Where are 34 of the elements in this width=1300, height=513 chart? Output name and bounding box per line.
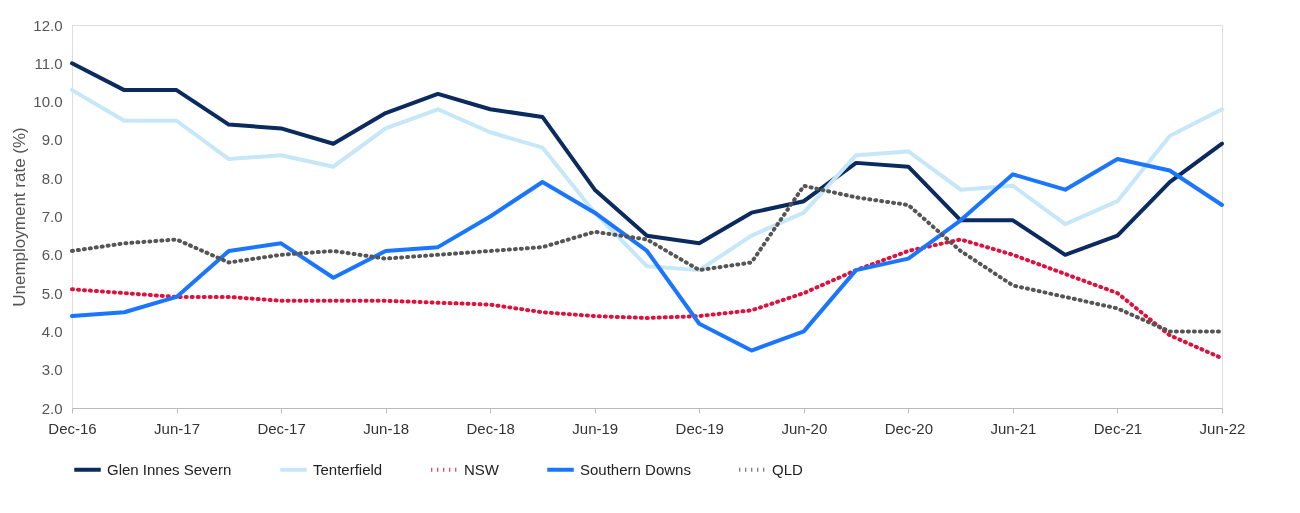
y-tick-label: 6.0 bbox=[41, 246, 63, 264]
line-series bbox=[70, 157, 1224, 353]
x-tick-label: Dec-16 bbox=[48, 419, 97, 437]
x-tick-label: Jun-22 bbox=[1199, 419, 1246, 437]
legend-label: Southern Downs bbox=[580, 460, 691, 478]
x-tick-label: Jun-21 bbox=[990, 419, 1037, 437]
x-tick-label: Dec-21 bbox=[1093, 419, 1143, 437]
y-tick-label: 5.0 bbox=[41, 284, 63, 302]
x-tick-label: Jun-20 bbox=[781, 419, 828, 437]
y-tick-label: 9.0 bbox=[41, 131, 63, 149]
line-series bbox=[70, 237, 1224, 361]
legend-label: Tenterfield bbox=[313, 460, 383, 478]
x-tick-label: Dec-18 bbox=[466, 419, 515, 437]
x-tick-label: Jun-19 bbox=[572, 419, 619, 437]
y-tick-label: 8.0 bbox=[41, 169, 63, 187]
y-tick-label: 2.0 bbox=[41, 399, 63, 417]
y-tick-label: 10.0 bbox=[33, 93, 63, 111]
x-tick-label: Dec-17 bbox=[257, 419, 306, 437]
legend-label: QLD bbox=[772, 460, 804, 478]
x-tick-label: Jun-17 bbox=[154, 419, 200, 437]
x-tick-label: Jun-18 bbox=[363, 419, 410, 437]
y-axis-title: Unemployment rate (%) bbox=[10, 127, 30, 307]
legend-label: Glen Innes Severn bbox=[107, 460, 232, 478]
line-series bbox=[70, 61, 1224, 257]
y-tick-label: 4.0 bbox=[41, 322, 63, 340]
y-tick-label: 11.0 bbox=[34, 54, 63, 72]
y-tick-label: 12.0 bbox=[33, 16, 63, 34]
x-tick-label: Dec-20 bbox=[884, 419, 934, 437]
line-series bbox=[70, 88, 1224, 273]
y-tick-label: 3.0 bbox=[41, 361, 63, 379]
legend-label: NSW bbox=[464, 460, 500, 478]
line-series bbox=[70, 183, 1224, 334]
x-tick-label: Dec-19 bbox=[675, 419, 724, 437]
y-tick-label: 7.0 bbox=[41, 208, 63, 225]
